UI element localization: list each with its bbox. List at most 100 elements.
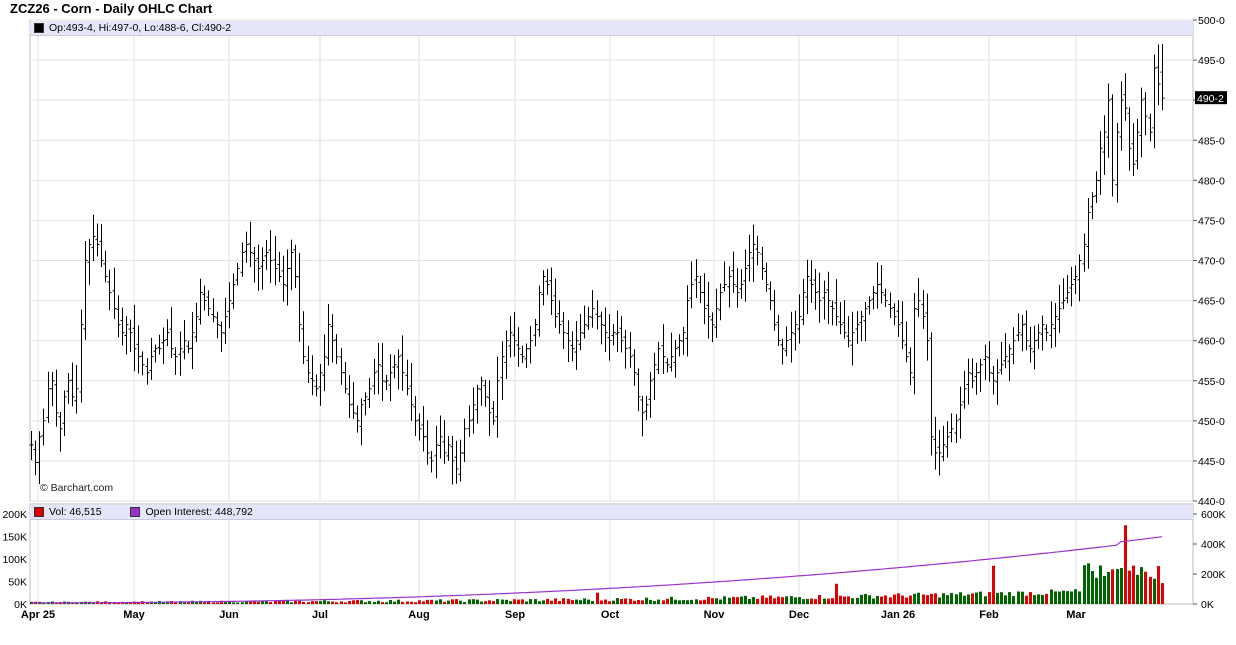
ohlc-bar [145,358,150,385]
volume-tick-label: 50K [8,577,27,589]
ohlc-bar [471,387,476,434]
volume-bar [938,597,941,604]
volume-bar [612,600,615,604]
volume-bar [596,592,599,604]
volume-bar [183,602,186,604]
ohlc-bar [528,325,533,364]
volume-bar [732,596,735,604]
ohlc-bar [553,278,558,328]
ohlc-bar [702,273,707,325]
ohlc-bar [797,294,802,344]
ohlc-bar [297,253,302,342]
open-interest-legend: Open Interest: 448,792 [145,506,253,518]
ohlc-bar [153,344,158,363]
volume-bar [917,592,920,604]
volume-bar [401,601,404,604]
ohlc-bar [916,278,921,317]
ohlc-bar [483,379,488,407]
volume-bar [195,601,198,604]
volume-bar [963,595,966,604]
ohlc-bar [925,293,930,361]
ohlc-bar [789,311,794,363]
volume-bar [1004,595,1007,604]
ohlc-bar [1007,344,1012,382]
ohlc-bar [780,338,785,365]
volume-bar [269,601,272,604]
ohlc-bar [1090,192,1095,220]
x-tick-label: Dec [789,609,809,621]
volume-bar [909,595,912,604]
ohlc-bar [103,250,108,283]
ohlc-bar [983,344,988,381]
volume-bar [955,594,958,604]
axes: 440-0 445-0 450-0 455-0 460-0 465-0 470-0 475-0… [2,15,1227,621]
volume-bar [472,599,475,604]
volume-bar [1157,566,1160,604]
volume-bar [728,597,731,604]
volume-bar [463,602,466,604]
volume-bar [1070,591,1073,604]
ohlc-bar [252,247,257,283]
ohlc-bar [557,300,562,334]
ohlc-bar [830,300,835,326]
volume-legend-icon [34,507,44,517]
volume-bar [988,592,991,604]
ohlc-bar [549,267,554,315]
ohlc-bar [801,278,806,325]
volume-bar [633,600,636,604]
volume-bar [777,596,780,604]
volume-bar [307,602,310,604]
ohlc-bar [1086,198,1091,269]
ohlc-bar [698,275,703,304]
ohlc-bar [273,236,278,286]
volume-bar [810,598,813,604]
ohlc-bar [908,347,913,386]
ohlc-bar [937,429,942,476]
ohlc-bar [120,307,125,346]
volume-bar [773,598,776,604]
volume-bar [521,599,524,604]
volume-bar [381,602,384,604]
volume-bar [162,602,165,604]
volume-bar [798,597,801,604]
ohlc-bar [867,296,872,315]
x-tick-label: Nov [704,609,726,621]
ohlc-bar [219,321,224,352]
volume-bar [670,596,673,604]
ohlc-bar [731,251,736,293]
volume-bar [996,592,999,604]
volume-bar [492,601,495,604]
volume-bar [839,595,842,604]
ohlc-bar [405,359,410,396]
ohlc-bar [714,288,719,338]
volume-legend: Vol: 46,515 [49,506,102,518]
volume-bar [480,601,483,604]
ohlc-bar [54,369,59,427]
ohlc-bar [710,312,715,343]
volume-bar [1045,593,1048,604]
volume-bar [860,594,863,604]
volume-bar [567,598,570,604]
volume-bar [637,600,640,604]
ohlc-bar [603,307,608,353]
ohlc-bar [669,332,674,372]
ohlc-bar [1094,171,1099,203]
ohlc-bar [892,303,897,326]
oi-tick-label: 200K [1201,569,1226,581]
x-tick-label: Mar [1066,609,1086,621]
volume-bar [1037,594,1040,604]
price-tick-label: 500-0 [1198,15,1225,27]
ohlc-bar [107,269,112,311]
price-bars [29,44,1165,485]
volume-bar [1008,592,1011,604]
x-tick-label: Jan 26 [881,609,915,621]
ohlc-bar [838,302,843,335]
ohlc-bar [1040,315,1045,351]
volume-bar [723,596,726,604]
ohlc-bar [706,281,711,339]
ohlc-bar [1061,278,1066,310]
ohlc-bar [334,334,339,364]
volume-bar [257,601,260,604]
volume-bar [575,599,578,604]
x-tick-label: May [123,609,145,621]
